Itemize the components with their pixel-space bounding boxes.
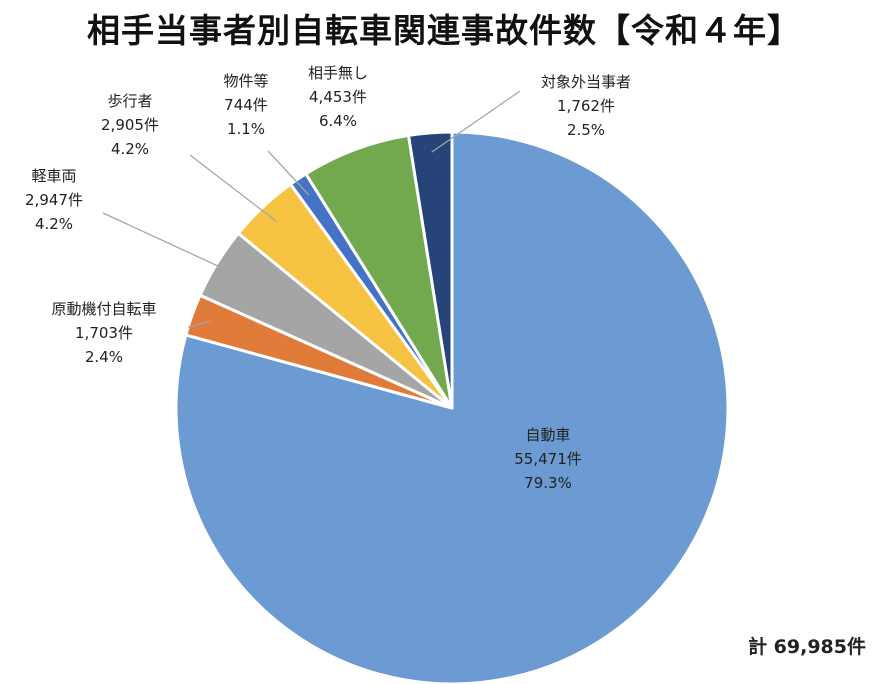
- slice-label-3-line-1: 2,905件: [101, 116, 159, 134]
- slice-label-2-line-1: 2,947件: [25, 191, 83, 209]
- slice-label-6-line-0: 対象外当事者: [541, 73, 631, 91]
- leader-line-6: [431, 90, 521, 153]
- slice-label-1-line-0: 原動機付自転車: [51, 300, 156, 318]
- slice-label-1-line-2: 2.4%: [85, 348, 123, 366]
- pie-slice-6: [407, 130, 454, 410]
- slice-label-4-line-2: 1.1%: [227, 120, 265, 138]
- slice-label-2-line-0: 軽車両: [31, 167, 76, 185]
- leader-line-1: [187, 320, 211, 328]
- leader-line-3: [189, 154, 277, 222]
- slice-label-3-line-2: 4.2%: [111, 140, 149, 158]
- slice-label-5-line-0: 相手無し: [308, 64, 368, 82]
- slice-label-5-line-1: 4,453件: [309, 88, 367, 106]
- slice-label-0-line-2: 79.3%: [524, 474, 572, 492]
- slice-label-3-line-0: 歩行者: [107, 92, 152, 110]
- slice-label-0-line-1: 55,471件: [514, 450, 582, 468]
- slice-label-0-line-0: 自動車: [525, 426, 570, 444]
- slice-label-4-line-1: 744件: [224, 96, 268, 114]
- chart-title: 相手当事者別自転車関連事故件数【令和４年】: [87, 11, 801, 50]
- slice-label-6-line-1: 1,762件: [557, 97, 615, 115]
- slice-label-4-line-0: 物件等: [223, 72, 268, 90]
- total-label: 計 69,985件: [748, 636, 866, 658]
- leader-line-2: [102, 212, 234, 274]
- slice-label-5-line-2: 6.4%: [319, 112, 357, 130]
- slice-label-2-line-2: 4.2%: [35, 215, 73, 233]
- leader-line-4: [267, 150, 310, 196]
- slice-label-6-line-2: 2.5%: [567, 121, 605, 139]
- slice-label-1-line-1: 1,703件: [75, 324, 133, 342]
